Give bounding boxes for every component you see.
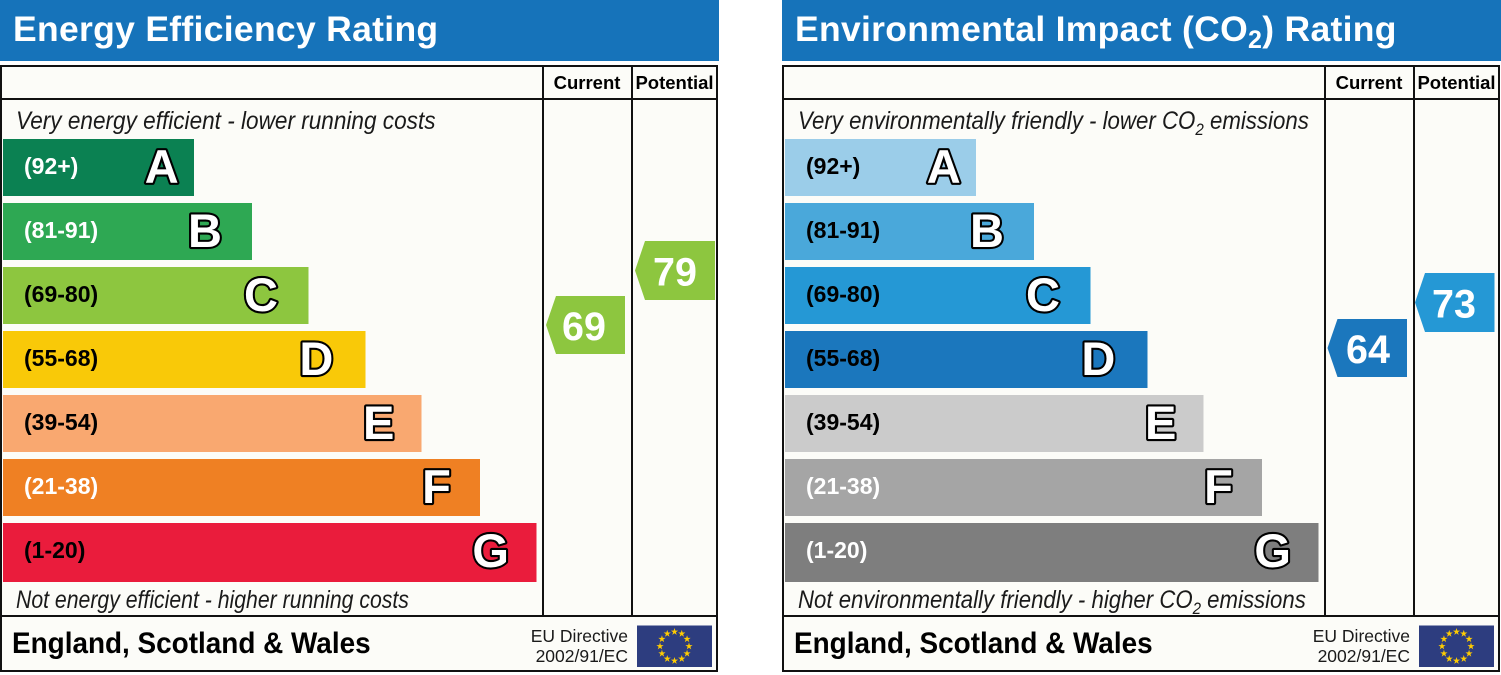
svg-text:A: A bbox=[145, 140, 179, 193]
svg-text:(92+): (92+) bbox=[24, 153, 78, 179]
svg-text:(39-54): (39-54) bbox=[24, 409, 98, 435]
svg-text:E: E bbox=[1145, 396, 1176, 449]
svg-text:F: F bbox=[422, 460, 451, 513]
svg-text:F: F bbox=[1204, 460, 1233, 513]
svg-text:A: A bbox=[927, 140, 961, 193]
svg-text:(69-80): (69-80) bbox=[24, 281, 98, 307]
svg-text:C: C bbox=[244, 268, 278, 321]
svg-text:(69-80): (69-80) bbox=[806, 281, 880, 307]
svg-text:(81-91): (81-91) bbox=[806, 217, 880, 243]
svg-text:G: G bbox=[472, 524, 509, 577]
svg-text:(55-68): (55-68) bbox=[24, 345, 98, 371]
svg-text:69: 69 bbox=[562, 305, 606, 349]
svg-text:(39-54): (39-54) bbox=[806, 409, 880, 435]
svg-text:D: D bbox=[1081, 332, 1115, 385]
svg-text:C: C bbox=[1026, 268, 1060, 321]
svg-text:64: 64 bbox=[1346, 328, 1390, 372]
svg-text:B: B bbox=[970, 204, 1004, 257]
svg-text:(55-68): (55-68) bbox=[806, 345, 880, 371]
svg-text:79: 79 bbox=[653, 251, 697, 295]
svg-text:(92+): (92+) bbox=[806, 153, 860, 179]
svg-text:(1-20): (1-20) bbox=[24, 537, 85, 563]
svg-text:(21-38): (21-38) bbox=[24, 473, 98, 499]
svg-text:73: 73 bbox=[1432, 283, 1476, 327]
svg-text:G: G bbox=[1254, 524, 1291, 577]
svg-text:(1-20): (1-20) bbox=[806, 537, 867, 563]
svg-text:(81-91): (81-91) bbox=[24, 217, 98, 243]
svg-text:E: E bbox=[363, 396, 394, 449]
svg-text:(21-38): (21-38) bbox=[806, 473, 880, 499]
svg-text:D: D bbox=[299, 332, 333, 385]
svg-text:B: B bbox=[188, 204, 222, 257]
